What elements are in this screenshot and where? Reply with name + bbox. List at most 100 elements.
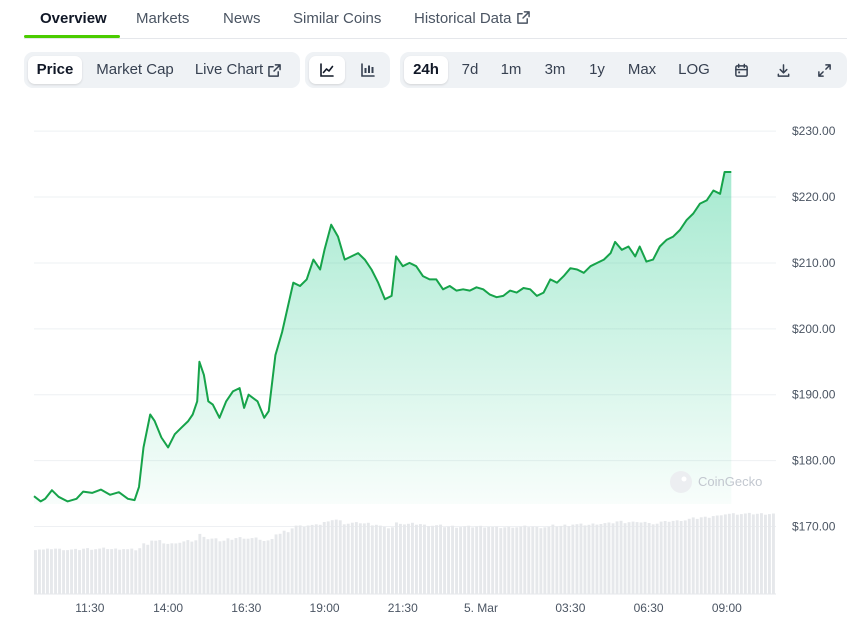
- price-button[interactable]: Price: [28, 56, 82, 84]
- range-toolbar: 24h 7d 1m 3m 1y Max LOG: [400, 52, 847, 88]
- volume-bar: [535, 526, 539, 594]
- volume-bar: [743, 513, 747, 594]
- tab-historical-data[interactable]: Historical Data: [414, 10, 530, 27]
- range-24h-button[interactable]: 24h: [404, 56, 448, 84]
- price-area: [34, 172, 732, 504]
- volume-bar: [479, 525, 483, 594]
- y-tick-label: $220.00: [792, 190, 836, 204]
- volume-bar: [431, 525, 434, 594]
- volume-bar: [142, 543, 146, 594]
- range-3m-button[interactable]: 3m: [544, 61, 566, 78]
- volume-bar: [768, 514, 771, 594]
- gecko-logo-icon: [670, 471, 692, 493]
- active-tab-indicator: [24, 35, 120, 38]
- volume-bar: [214, 538, 218, 594]
- market-cap-button[interactable]: Market Cap: [96, 61, 174, 78]
- volume-bar: [611, 523, 615, 594]
- volume-bar: [262, 541, 266, 594]
- volume-bar: [567, 526, 571, 594]
- volume-bar: [358, 523, 362, 594]
- volume-bar: [258, 539, 262, 594]
- volume-bar: [643, 521, 647, 594]
- volume-bar: [547, 526, 551, 594]
- external-link-icon: [268, 63, 282, 77]
- volume-bar: [391, 527, 394, 594]
- volume-bar: [334, 519, 338, 594]
- live-chart-button[interactable]: Live Chart: [190, 56, 286, 84]
- volume-bar: [639, 522, 643, 594]
- volume-bar: [515, 527, 519, 594]
- volume-bar: [571, 524, 575, 594]
- volume-bar: [182, 541, 186, 594]
- volume-bar: [563, 524, 567, 594]
- volume-bar: [599, 524, 603, 594]
- line-chart-icon[interactable]: [309, 56, 345, 84]
- y-axis-labels: $170.00 $180.00 $190.00 $200.00 $210.00 $220.…: [792, 124, 836, 533]
- volume-bar: [579, 523, 583, 594]
- volume-bar: [362, 523, 366, 594]
- tab-markets[interactable]: Markets: [136, 10, 190, 27]
- volume-bar: [174, 543, 178, 594]
- volume-bar: [519, 526, 523, 594]
- volume-bar: [38, 549, 41, 594]
- volume-bar: [411, 522, 414, 594]
- volume-bar: [282, 530, 286, 594]
- coingecko-watermark: CoinGecko: [670, 471, 762, 493]
- volume-bar: [655, 523, 659, 594]
- volume-bar: [715, 515, 719, 594]
- x-tick-label: 14:00: [153, 601, 183, 615]
- volume-bar: [739, 514, 743, 594]
- volume-bar: [539, 528, 543, 594]
- volume-bar: [118, 549, 122, 594]
- volume-bar: [250, 538, 254, 594]
- volume-bar: [523, 525, 527, 594]
- log-scale-button[interactable]: LOG: [678, 61, 710, 78]
- range-1m-button[interactable]: 1m: [500, 61, 522, 78]
- volume-bar: [162, 543, 166, 594]
- volume-bar: [583, 525, 587, 594]
- range-7d-button[interactable]: 7d: [461, 61, 479, 78]
- volume-bar: [342, 524, 346, 594]
- x-tick-label: 5. Mar: [464, 601, 498, 615]
- volume-bar: [314, 524, 318, 594]
- volume-bar: [94, 549, 98, 594]
- download-icon[interactable]: [768, 56, 798, 84]
- volume-bar: [270, 539, 274, 594]
- volume-bar: [603, 523, 607, 594]
- volume-bar: [326, 521, 330, 594]
- volume-bar: [338, 520, 342, 594]
- volume-bar: [631, 521, 635, 594]
- external-link-icon: [516, 11, 530, 24]
- candlestick-chart-icon[interactable]: [350, 56, 386, 84]
- volume-bar: [459, 527, 462, 594]
- calendar-icon[interactable]: [726, 56, 756, 84]
- volume-bar: [711, 516, 715, 594]
- volume-bar: [415, 524, 418, 594]
- range-max-button[interactable]: Max: [627, 61, 657, 78]
- volume-bar: [70, 549, 73, 594]
- volume-bar: [731, 513, 735, 594]
- tab-news[interactable]: News: [223, 10, 261, 27]
- volume-bar: [427, 526, 430, 594]
- x-tick-label: 21:30: [388, 601, 418, 615]
- volume-bar: [623, 523, 627, 594]
- volume-bar: [699, 517, 703, 594]
- metric-toggle-group: Price Market Cap Live Chart: [24, 52, 300, 88]
- volume-bar: [198, 533, 202, 594]
- volume-bar: [154, 540, 158, 594]
- tab-overview[interactable]: Overview: [40, 10, 107, 27]
- volume-bar: [543, 527, 547, 594]
- volume-bar: [419, 524, 422, 594]
- volume-bar: [378, 525, 382, 594]
- volume-bar: [82, 548, 85, 594]
- fullscreen-icon[interactable]: [809, 56, 839, 84]
- tab-similar-coins[interactable]: Similar Coins: [293, 10, 382, 27]
- volume-bar: [130, 548, 134, 594]
- volume-bar: [595, 524, 599, 594]
- x-axis-labels: 11:30 14:00 16:30 19:00 21:30 5. Mar 03:30 06:3…: [75, 601, 742, 615]
- range-1y-button[interactable]: 1y: [589, 61, 605, 78]
- volume-bar: [471, 527, 475, 594]
- volume-bar: [54, 548, 57, 594]
- volume-bar: [126, 549, 130, 594]
